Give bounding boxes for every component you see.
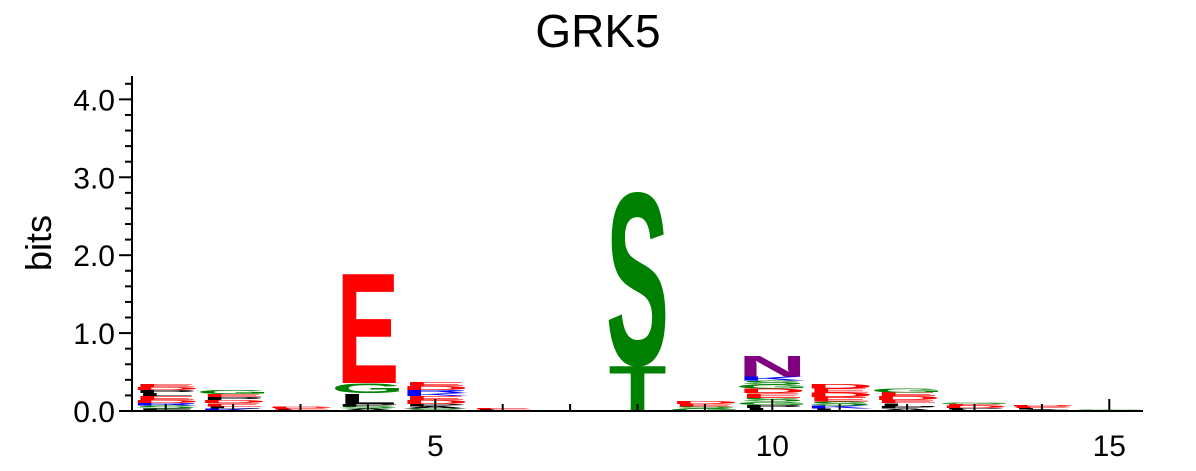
x-tick-label: 15 [1093, 430, 1126, 463]
logo-letter-D: D [132, 386, 200, 391]
logo-letter-E: E [876, 391, 939, 397]
logo-letter-G: G [938, 402, 1012, 404]
logo-letter-D: D [671, 400, 739, 405]
x-axis-ticks: 5 10 15 [164, 399, 1126, 463]
logo-letter-G: G [196, 389, 270, 395]
x-tick-label: 10 [756, 430, 789, 463]
y-axis-label: bits [18, 215, 59, 271]
y-tick-label: 3.0 [73, 162, 115, 195]
logo-letter-N: N [738, 350, 806, 383]
logo-letter-G: G [331, 381, 405, 397]
logo-letter-S: S [808, 401, 871, 407]
logo-letter-E: E [134, 395, 197, 401]
logo-letter-D: D [806, 391, 874, 398]
logo-letter-D: D [132, 399, 200, 404]
logo-letter-S: S [606, 141, 669, 417]
y-tick-label: 4.0 [73, 84, 115, 117]
logo-letter-R: R [401, 389, 469, 394]
logo-letter-G: G [735, 384, 809, 390]
logo-letter-E: E [404, 395, 467, 401]
logo-letter-K: K [401, 392, 469, 397]
logo-letter-E: E [876, 399, 939, 404]
x-tick-label: 5 [427, 430, 444, 463]
logo-letter-E: E [741, 392, 804, 399]
y-axis-ticks: 0.0 1.0 2.0 3.0 4.0 [73, 82, 132, 429]
logo-letter-P: P [134, 389, 197, 394]
logo-letter-G: G [870, 387, 944, 393]
y-tick-label: 0.0 [73, 396, 115, 429]
logo-letter-L: L [137, 392, 195, 397]
logo-letter-P: P [202, 396, 265, 401]
logo-letter-D: D [806, 383, 874, 390]
logo-letter-E: E [808, 387, 871, 393]
logo-letter-E: E [336, 240, 399, 417]
logo-letter-K: K [738, 376, 806, 382]
logo-letter-E: E [404, 381, 467, 387]
logo-letter-D: D [199, 399, 267, 404]
logo-letter-E: E [134, 383, 197, 388]
logo-letter-E: E [808, 396, 871, 403]
logo-letter-E: E [202, 393, 265, 398]
logo-letter-D: D [873, 395, 941, 401]
chart-title: GRK5 [535, 5, 660, 57]
logo-letter-D: D [401, 385, 469, 391]
y-tick-label: 1.0 [73, 318, 115, 351]
logo-letters: FSRDELPDEKLEDPEGLEDASPLGESAPDEKRDELEPTSG… [132, 141, 1147, 425]
logo-letter-L: L [339, 391, 397, 408]
logo-letter-T: T [609, 353, 667, 425]
logo-letter-D: D [738, 387, 806, 394]
logo-letter-S: S [741, 380, 804, 386]
y-tick-label: 2.0 [73, 240, 115, 273]
